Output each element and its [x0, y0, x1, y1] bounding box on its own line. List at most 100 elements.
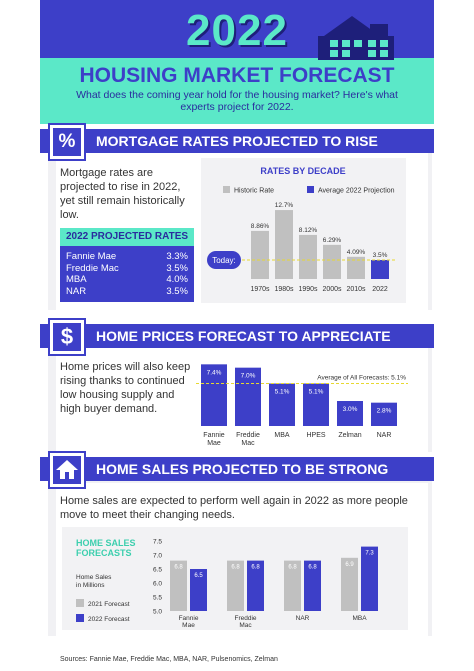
bar	[269, 383, 295, 426]
tick-label: Freddie	[234, 615, 256, 622]
data-label: 6.8	[251, 565, 260, 571]
rates-by-decade-chart: RATES BY DECADE Historic Rate Average 2022…	[207, 166, 397, 293]
y-tick-label: 6.0	[153, 581, 162, 588]
bar	[347, 256, 365, 279]
dollar-icon: $	[48, 318, 86, 356]
projected-rate-value: 3.5%	[166, 262, 188, 274]
prices-text: Home prices will also keep rising thanks…	[60, 361, 191, 415]
tick-label: 2000s	[322, 286, 342, 293]
bar	[371, 260, 389, 279]
axis-label: Home Sales	[76, 574, 112, 581]
legend-label-historic: Historic Rate	[234, 188, 274, 195]
data-label: 7.3	[365, 551, 374, 557]
tick-label: 1980s	[274, 286, 294, 293]
tick-label: Mac	[239, 622, 252, 629]
data-label: 7.4%	[207, 369, 222, 376]
section-banner-prices: HOME PRICES FORECAST TO APPRECIATE	[40, 324, 434, 348]
tick-label: HPES	[306, 432, 325, 439]
legend-swatch-historic	[223, 186, 230, 193]
legend-swatch-2022	[76, 614, 84, 622]
legend-label-2021: 2021 Forecast	[88, 601, 130, 608]
bar	[227, 560, 244, 611]
bar	[371, 402, 397, 426]
chart-title-line: HOME SALES	[76, 538, 136, 548]
projected-rates-title: 2022 PROJECTED RATES	[60, 228, 194, 246]
data-label: 8.86%	[251, 223, 270, 230]
home-icon	[56, 460, 78, 479]
tick-label: 1970s	[250, 286, 270, 293]
today-label: Today:	[212, 256, 236, 265]
bar	[341, 557, 358, 611]
bar	[337, 401, 363, 426]
data-label: 6.8	[288, 565, 297, 571]
tick-label: Zelman	[338, 432, 361, 439]
data-label: 12.7%	[275, 202, 294, 209]
tick-label: Fannie	[203, 432, 225, 439]
header-year: 2022	[186, 6, 288, 55]
bar	[251, 230, 269, 279]
projected-rate-source: MBA	[66, 274, 87, 285]
data-label: 6.8	[308, 565, 317, 571]
data-label: 7.0%	[241, 373, 256, 380]
projected-rate-source: Freddie Mac	[66, 262, 119, 274]
bar	[201, 364, 227, 426]
tick-label: Mae	[182, 622, 195, 629]
mortgage-text: Mortgage rates are projected to rise in …	[60, 167, 185, 221]
tick-label: 1990s	[298, 286, 318, 293]
page-title: HOUSING MARKET FORECAST	[79, 64, 395, 87]
data-label: 4.09%	[347, 249, 366, 256]
projected-rate-value: 4.0%	[166, 274, 188, 285]
today-pill	[207, 251, 241, 269]
chart-title: RATES BY DECADE	[260, 166, 345, 176]
bar	[247, 560, 264, 611]
section-banner-mortgage: MORTGAGE RATES PROJECTED TO RISE	[40, 129, 434, 153]
data-label: 2.8%	[377, 408, 392, 415]
house-illustration-icon	[318, 16, 394, 60]
y-tick-label: 5.0	[153, 609, 162, 616]
tick-label: 2010s	[346, 286, 366, 293]
page-subtitle: What does the coming year hold for the h…	[76, 89, 398, 113]
data-label: 8.12%	[299, 227, 318, 234]
projected-rate-value: 3.5%	[166, 285, 188, 297]
y-tick-label: 5.5	[153, 595, 162, 602]
y-tick-label: 6.5	[153, 567, 162, 574]
y-tick-label: 7.0	[153, 553, 162, 560]
tick-label: Mac	[241, 440, 255, 447]
tick-label: MBA	[274, 432, 290, 439]
axis-label: in Millions	[76, 582, 105, 589]
bar	[170, 560, 187, 611]
sales-text: Home sales are expected to perform well …	[60, 495, 408, 521]
sources-footer: Sources: Fannie Mae, Freddie Mac, MBA, N…	[60, 656, 278, 663]
data-label: 6.9	[345, 562, 354, 568]
bar	[323, 244, 341, 279]
projected-rate-row: Freddie Mac 3.5%	[60, 263, 194, 275]
data-label: 5.1%	[309, 389, 324, 396]
home-badge	[48, 451, 86, 489]
tick-label: 2022	[372, 286, 388, 293]
data-label: 6.8	[174, 565, 183, 571]
tick-label: Mae	[207, 440, 221, 447]
bar	[361, 546, 378, 611]
tick-label: NAR	[377, 432, 392, 439]
projected-rate-value: 3.3%	[166, 251, 188, 262]
bar	[275, 210, 293, 279]
data-label: 6.5	[194, 573, 203, 579]
projected-rates-table: 2022 PROJECTED RATES Fannie Mae 3.3% Fredd…	[60, 228, 194, 302]
projected-rate-row: Fannie Mae 3.3%	[60, 251, 194, 263]
legend-label-projection: Average 2022 Projection	[318, 188, 395, 195]
projected-rate-source: NAR	[66, 285, 87, 297]
legend-swatch-2021	[76, 599, 84, 607]
projected-rate-source: Fannie Mae	[66, 251, 117, 262]
tick-label: NAR	[296, 615, 310, 622]
legend-swatch-projection	[307, 186, 314, 193]
data-label: 3.5%	[373, 252, 388, 259]
chart-title-line: FORECASTS	[76, 548, 132, 558]
average-label: Average of All Forecasts: 5.1%	[317, 375, 406, 382]
data-label: 3.0%	[343, 406, 358, 413]
tick-label: Freddie	[236, 432, 260, 439]
percent-icon: %	[48, 123, 86, 161]
tick-label: MBA	[352, 615, 367, 622]
section-banner-sales: HOME SALES PROJECTED TO BE STRONG	[40, 457, 434, 481]
